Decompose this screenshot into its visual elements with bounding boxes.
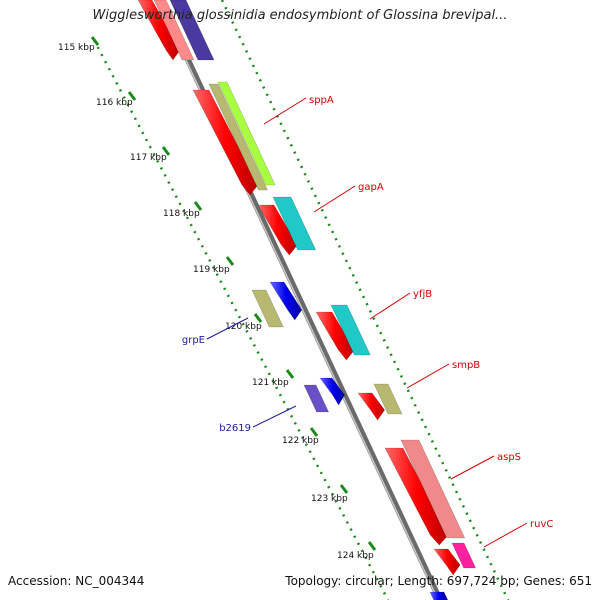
gene-label-gapa: gapA xyxy=(358,182,384,193)
gene-feature xyxy=(315,311,355,361)
gene-label-smpb: smpB xyxy=(452,360,480,371)
tick-label: 124 kbp xyxy=(337,551,374,561)
gene-label-yfjb: yfjB xyxy=(413,289,432,300)
tick-mark xyxy=(193,201,203,211)
gene-label-grpe: grpE xyxy=(182,335,205,346)
gene-feature xyxy=(269,281,303,321)
gene-feature xyxy=(373,383,403,415)
gene-callout-line xyxy=(313,185,356,213)
tick-label: 120 kbp xyxy=(225,322,262,332)
tick-label: 116 kbp xyxy=(96,98,133,108)
gene-feature xyxy=(208,83,268,191)
gene-callout-line xyxy=(406,363,450,389)
tick-mark xyxy=(161,146,171,156)
gene-feature xyxy=(153,0,195,61)
tick-label: 118 kbp xyxy=(163,209,200,219)
gene-label-asps: aspS xyxy=(497,452,521,463)
gene-feature xyxy=(433,548,461,576)
gene-callout-line xyxy=(206,317,249,340)
gene-callout-line xyxy=(263,97,307,125)
tick-mark xyxy=(253,313,263,323)
inner-ruler xyxy=(92,39,390,600)
gene-feature xyxy=(400,439,466,539)
gene-feature xyxy=(137,0,181,61)
gene-feature xyxy=(257,204,298,256)
gene-feature xyxy=(169,0,215,61)
topology-summary: Topology: circular; Length: 697,724 bp; … xyxy=(285,574,592,588)
tick-mark xyxy=(90,36,100,46)
tick-mark xyxy=(339,484,349,494)
gene-callout-line xyxy=(369,292,411,320)
gene-feature xyxy=(330,304,371,356)
tick-mark xyxy=(127,91,137,101)
tick-label: 117 kbp xyxy=(130,153,167,163)
map-title: Wigglesworthia glossinidia endosymbiont … xyxy=(92,8,508,23)
tick-label: 122 kbp xyxy=(282,436,319,446)
tick-label: 119 kbp xyxy=(193,265,230,275)
tick-mark xyxy=(367,541,377,551)
gene-feature xyxy=(429,591,449,600)
tick-mark xyxy=(225,256,235,266)
gene-feature xyxy=(272,196,317,251)
gene-features xyxy=(137,0,477,600)
gene-feature xyxy=(217,81,276,186)
tick-label: 121 kbp xyxy=(252,378,289,388)
gene-feature xyxy=(384,447,449,546)
gene-label-sppa: sppA xyxy=(309,95,334,106)
tick-mark xyxy=(285,369,295,379)
gene-label-ruvc: ruvC xyxy=(530,519,553,530)
gene-feature xyxy=(357,392,385,421)
gene-feature xyxy=(192,89,259,196)
tick-label: 115 kbp xyxy=(58,43,95,53)
gene-labels: sppA gapA yfjB smpB aspS ruvC grpE b2619 xyxy=(182,95,553,548)
gene-callout-line xyxy=(483,522,528,548)
accession-text: Accession: NC_004344 xyxy=(8,574,145,588)
gene-feature xyxy=(303,384,330,413)
tick-label: 123 kbp xyxy=(311,494,348,504)
gene-callout-line xyxy=(450,455,495,480)
gene-feature xyxy=(451,542,477,569)
tick-mark xyxy=(309,427,319,437)
gene-feature xyxy=(251,289,284,328)
tick-marks: 115 kbp 116 kbp 117 kbp 118 kbp 119 kbp 120 k… xyxy=(58,36,377,561)
gene-feature xyxy=(319,377,345,406)
gene-callout-line xyxy=(252,405,297,428)
outer-ruler xyxy=(220,0,510,600)
gene-label-b2619: b2619 xyxy=(219,423,251,434)
